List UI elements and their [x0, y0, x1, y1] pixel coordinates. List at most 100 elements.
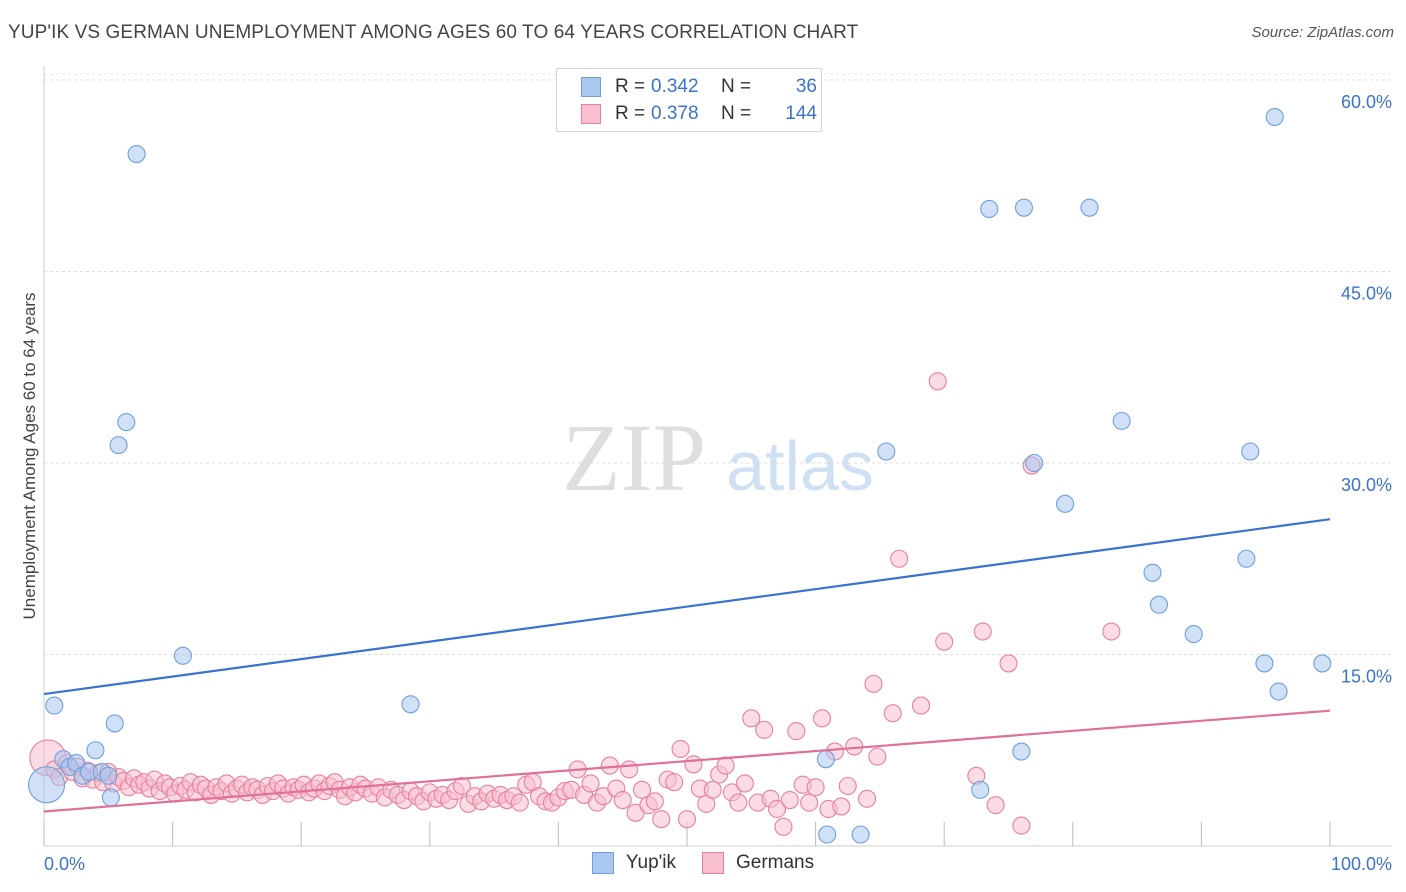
germans-point — [928, 372, 947, 391]
germans-point — [935, 632, 954, 651]
legend-n-label: N = — [721, 103, 752, 124]
yupik-point — [28, 766, 66, 804]
germans-point — [600, 756, 619, 775]
germans-point — [742, 709, 761, 728]
germans-point — [780, 790, 799, 810]
yupik-point — [109, 436, 128, 455]
germans-point — [703, 780, 722, 799]
yupik-point — [818, 825, 837, 844]
germans-point — [973, 622, 992, 641]
legend-r-value: 0.342 — [651, 76, 699, 97]
yupik-point — [1149, 595, 1169, 614]
watermark: ZIP atlas — [562, 404, 874, 511]
germans-point — [868, 747, 887, 766]
yupik-point — [127, 144, 146, 164]
series-label-yupik: Yup'ik — [625, 852, 676, 873]
yupik-point — [1269, 682, 1288, 701]
yupik-point — [1265, 107, 1284, 127]
legend-n-value: 144 — [785, 103, 817, 124]
germans-point — [677, 810, 697, 829]
series-swatch-yupik — [591, 852, 614, 874]
scatter-points — [28, 107, 1332, 844]
yupik-point — [1237, 549, 1256, 568]
chart-title: YUP'IK VS GERMAN UNEMPLOYMENT AMONG AGES… — [8, 22, 859, 43]
germans-point — [1012, 816, 1031, 835]
tick-labels: 15.0% 30.0% 45.0% 60.0% 0.0% 100.0% — [44, 92, 1392, 874]
yupik-point — [1184, 625, 1203, 644]
germans-point — [912, 696, 931, 715]
stats-legend: R = 0.342 N = 36 R = 0.378 N = 144 — [556, 68, 822, 132]
trend-lines — [43, 518, 1331, 813]
yupik-point — [816, 750, 835, 769]
germans-point — [845, 737, 864, 756]
yupik-point — [1241, 442, 1260, 461]
watermark-zip: ZIP — [562, 404, 706, 511]
yupik-point — [99, 766, 118, 785]
series-swatch-germans — [701, 852, 724, 874]
series-legend-yupik: Yup'ik — [591, 852, 676, 874]
germans-point — [857, 789, 877, 808]
y-tick-label: 30.0% — [1341, 475, 1392, 495]
yupik-point — [45, 696, 64, 715]
yupik-point — [1255, 654, 1274, 673]
x-tick-label-min: 0.0% — [44, 854, 85, 874]
y-axis-label: Unemployment Among Ages 60 to 64 years — [20, 293, 39, 620]
series-legend-germans: Germans — [701, 852, 815, 874]
yupik-point — [1143, 563, 1162, 582]
germans-point — [755, 720, 774, 739]
legend-n-label: N = — [721, 76, 752, 97]
germans-point — [581, 774, 600, 793]
yupik-point — [401, 695, 420, 714]
germans-point — [999, 654, 1018, 673]
legend-swatch-yupik — [581, 77, 601, 97]
yupik-point — [101, 788, 120, 807]
germans-point — [620, 760, 639, 779]
germans-point — [890, 549, 909, 568]
germans-point — [787, 722, 806, 741]
germans-point — [652, 810, 671, 829]
series-legend: Yup'ik Germans — [0, 852, 1406, 874]
yupik-point — [105, 714, 124, 733]
yupik-point — [173, 646, 192, 665]
yupik-point — [1025, 453, 1044, 473]
yupik-point — [980, 199, 999, 218]
series-label-germans: Germans — [735, 852, 815, 873]
germans-point — [645, 792, 664, 811]
germans-point — [671, 739, 690, 759]
yupik-point — [117, 413, 136, 432]
germans-point — [832, 797, 851, 816]
yupik-trend-line — [43, 518, 1331, 696]
yupik-point — [877, 442, 896, 461]
yupik-point — [851, 825, 870, 844]
germans-point — [729, 793, 748, 812]
germans-point — [864, 674, 883, 693]
germans-point — [510, 793, 529, 812]
yupik-point — [1080, 198, 1099, 217]
source-label: Source: ZipAtlas.com — [1251, 24, 1394, 41]
yupik-point — [86, 741, 105, 760]
y-tick-label: 15.0% — [1341, 667, 1392, 687]
germans-point — [838, 776, 857, 796]
yupik-point — [1056, 494, 1075, 513]
yupik-point — [971, 780, 990, 799]
germans-point — [800, 793, 819, 812]
yupik-point — [1112, 411, 1131, 430]
germans-point — [986, 796, 1005, 815]
y-tick-label: 60.0% — [1341, 92, 1392, 112]
legend-row-yupik: R = 0.342 N = 36 — [581, 75, 817, 99]
germans-point — [665, 773, 684, 792]
axes — [43, 66, 1392, 847]
germans-point — [632, 780, 652, 799]
legend-r-label: R = — [615, 76, 646, 97]
yupik-point — [1313, 654, 1332, 673]
germans-point — [452, 776, 472, 796]
x-tick-label-max: 100.0% — [1331, 854, 1392, 874]
y-tick-label: 45.0% — [1341, 284, 1392, 304]
germans-point — [767, 799, 787, 819]
germans-point — [684, 755, 703, 774]
legend-r-value: 0.378 — [651, 103, 699, 124]
germans-point — [774, 817, 793, 836]
legend-r-label: R = — [615, 103, 646, 124]
legend-row-germans: R = 0.378 N = 144 — [581, 102, 817, 126]
